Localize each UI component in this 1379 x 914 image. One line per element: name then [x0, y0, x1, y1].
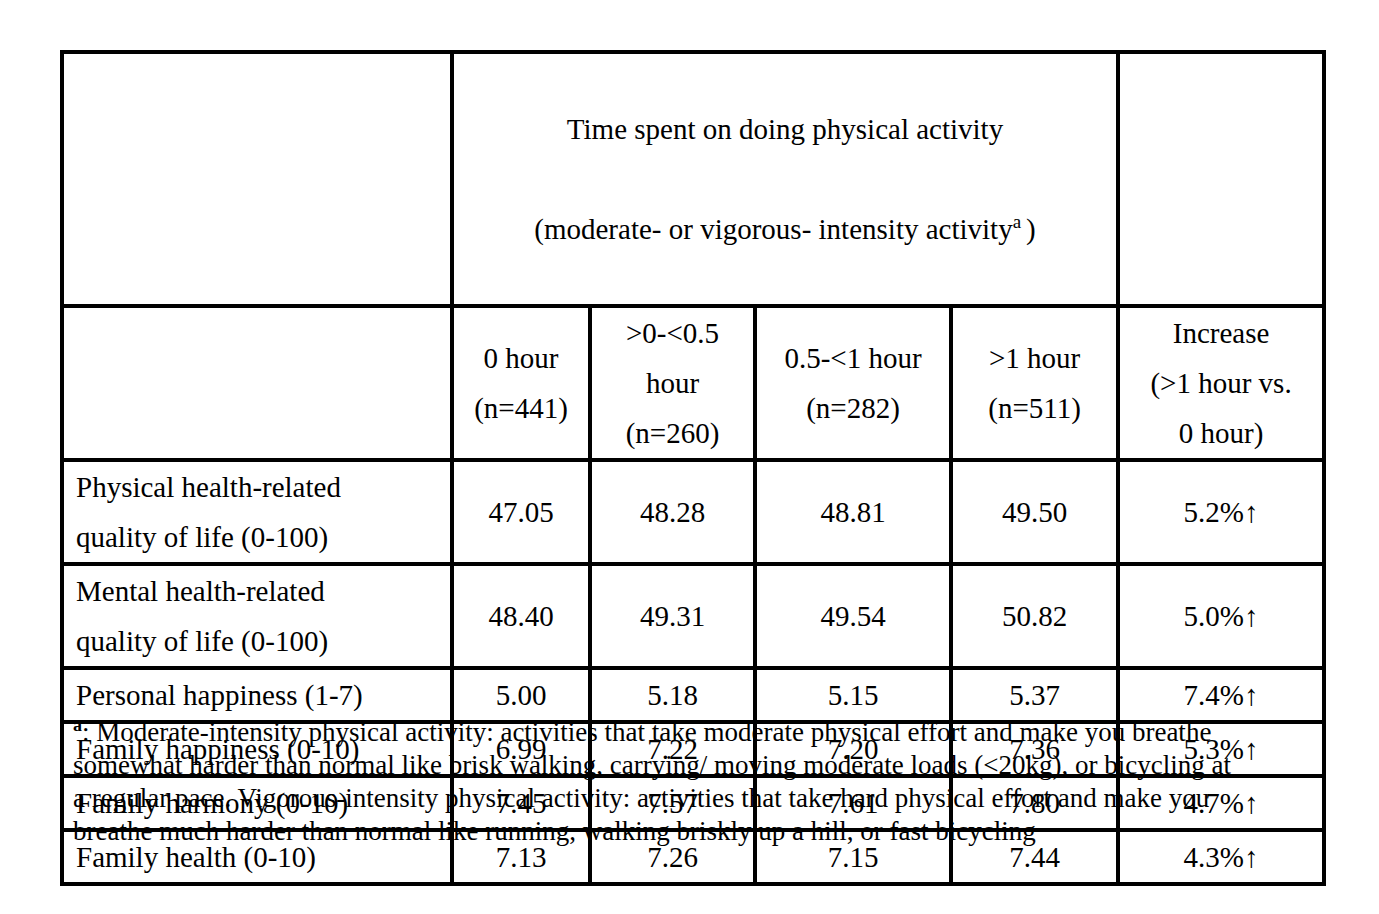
value-cell: 5.18: [590, 668, 755, 722]
value-cell: 50.82: [951, 564, 1118, 668]
value-cell: 47.05: [452, 460, 590, 564]
increase-cell: 5.2%↑: [1118, 460, 1324, 564]
corner-empty-cell: [62, 52, 452, 306]
column-header-0-to-half-hour: >0-<0.5 hour (n=260): [590, 306, 755, 460]
value-cell: 5.37: [951, 668, 1118, 722]
header-line2-text: (moderate- or vigorous- intensity activi…: [534, 213, 1012, 245]
value-cell: 49.31: [590, 564, 755, 668]
footnote-marker-a: a: [73, 715, 82, 735]
row-label-header-empty-cell: [62, 306, 452, 460]
empty-header-cell: [1118, 52, 1324, 306]
time-spent-header-cell: Time spent on doing physical activity (m…: [452, 52, 1118, 306]
increase-cell: 7.4%↑: [1118, 668, 1324, 722]
row-label: Physical health-related quality of life …: [62, 460, 452, 564]
value-cell: 5.00: [452, 668, 590, 722]
table-footnote: a: Moderate-intensity physical activity:…: [73, 716, 1365, 848]
value-cell: 49.54: [755, 564, 951, 668]
value-cell: 5.15: [755, 668, 951, 722]
column-header-half-to-1-hour: 0.5-<1 hour (n=282): [755, 306, 951, 460]
increase-cell: 5.0%↑: [1118, 564, 1324, 668]
time-spent-header-line2: (moderate- or vigorous- intensity activi…: [454, 204, 1116, 254]
row-label: Mental health-related quality of life (0…: [62, 564, 452, 668]
column-header-increase: Increase (>1 hour vs. 0 hour): [1118, 306, 1324, 460]
row-label: Personal happiness (1-7): [62, 668, 452, 722]
column-header-0-hour: 0 hour (n=441): [452, 306, 590, 460]
spanning-header-row: Time spent on doing physical activity (m…: [62, 52, 1324, 306]
footnote-text: : Moderate-intensity physical activity: …: [73, 717, 1231, 846]
value-cell: 48.81: [755, 460, 951, 564]
footnote-marker-a: a: [1013, 211, 1021, 232]
value-cell: 48.28: [590, 460, 755, 564]
time-spent-header-line1: Time spent on doing physical activity: [454, 104, 1116, 154]
paper-page: Time spent on doing physical activity (m…: [0, 0, 1379, 914]
table-row-personal-happiness: Personal happiness (1-7) 5.00 5.18 5.15 …: [62, 668, 1324, 722]
value-cell: 48.40: [452, 564, 590, 668]
value-cell: 49.50: [951, 460, 1118, 564]
header-line2-close-paren: ): [1026, 213, 1036, 245]
table-row-mental-health: Mental health-related quality of life (0…: [62, 564, 1324, 668]
column-header-over-1-hour: >1 hour (n=511): [951, 306, 1118, 460]
column-header-row: 0 hour (n=441) >0-<0.5 hour (n=260) 0.5-…: [62, 306, 1324, 460]
table-row-physical-health: Physical health-related quality of life …: [62, 460, 1324, 564]
